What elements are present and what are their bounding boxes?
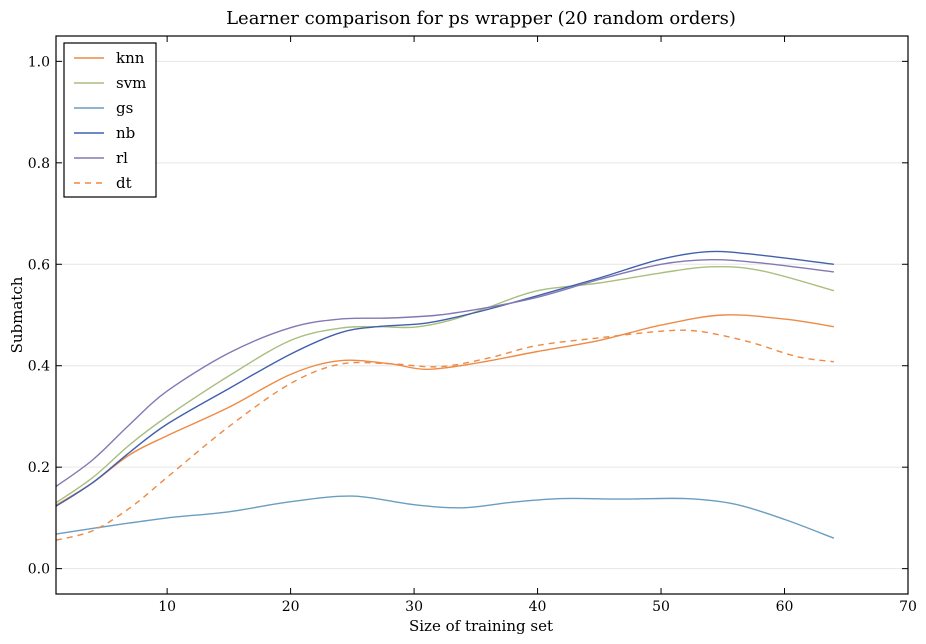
- y-axis-label: Submatch: [8, 276, 26, 353]
- x-tick-label: 30: [405, 599, 423, 615]
- y-tick-label: 0.6: [28, 257, 50, 273]
- x-axis-label: Size of training set: [409, 617, 553, 635]
- ticks: 0.0 0.2 0.4 0.6 0.8 1.0 10 20 30 40 50 60 70: [28, 36, 917, 615]
- legend-box: [63, 42, 157, 198]
- y-tick-label: 0.8: [28, 156, 50, 172]
- y-tick-label: 0.0: [28, 562, 50, 578]
- series-line-knn: [55, 314, 835, 506]
- series-line-gs: [55, 495, 835, 539]
- series-line-nb: [55, 250, 834, 507]
- chart-title: Learner comparison for ps wrapper (20 ra…: [226, 8, 736, 29]
- legend-label-dt: dt: [116, 174, 132, 192]
- legend-label-gs: gs: [116, 99, 133, 117]
- x-tick-label: 10: [158, 599, 176, 615]
- legend-label-rl: rl: [116, 149, 128, 167]
- legend-label-knn: knn: [116, 49, 145, 67]
- x-tick-label: 20: [282, 599, 300, 615]
- y-tick-label: 0.4: [28, 359, 50, 375]
- series-line-rl: [55, 258, 834, 488]
- x-tick-label: 50: [652, 599, 670, 615]
- legend-label-nb: nb: [116, 124, 135, 142]
- x-tick-label: 40: [529, 599, 547, 615]
- x-tick-label: 60: [776, 599, 794, 615]
- series-layer: [55, 250, 835, 541]
- plot-frame: [55, 35, 909, 595]
- legend: knn svm gs nb rl dt: [63, 42, 157, 198]
- y-tick-label: 0.2: [28, 460, 50, 476]
- grid: [56, 60, 908, 570]
- y-tick-label: 1.0: [28, 54, 50, 70]
- x-tick-label: 70: [899, 599, 917, 615]
- series-line-dt: [55, 329, 835, 541]
- legend-label-svm: svm: [116, 74, 146, 92]
- series-line-svm: [55, 265, 835, 504]
